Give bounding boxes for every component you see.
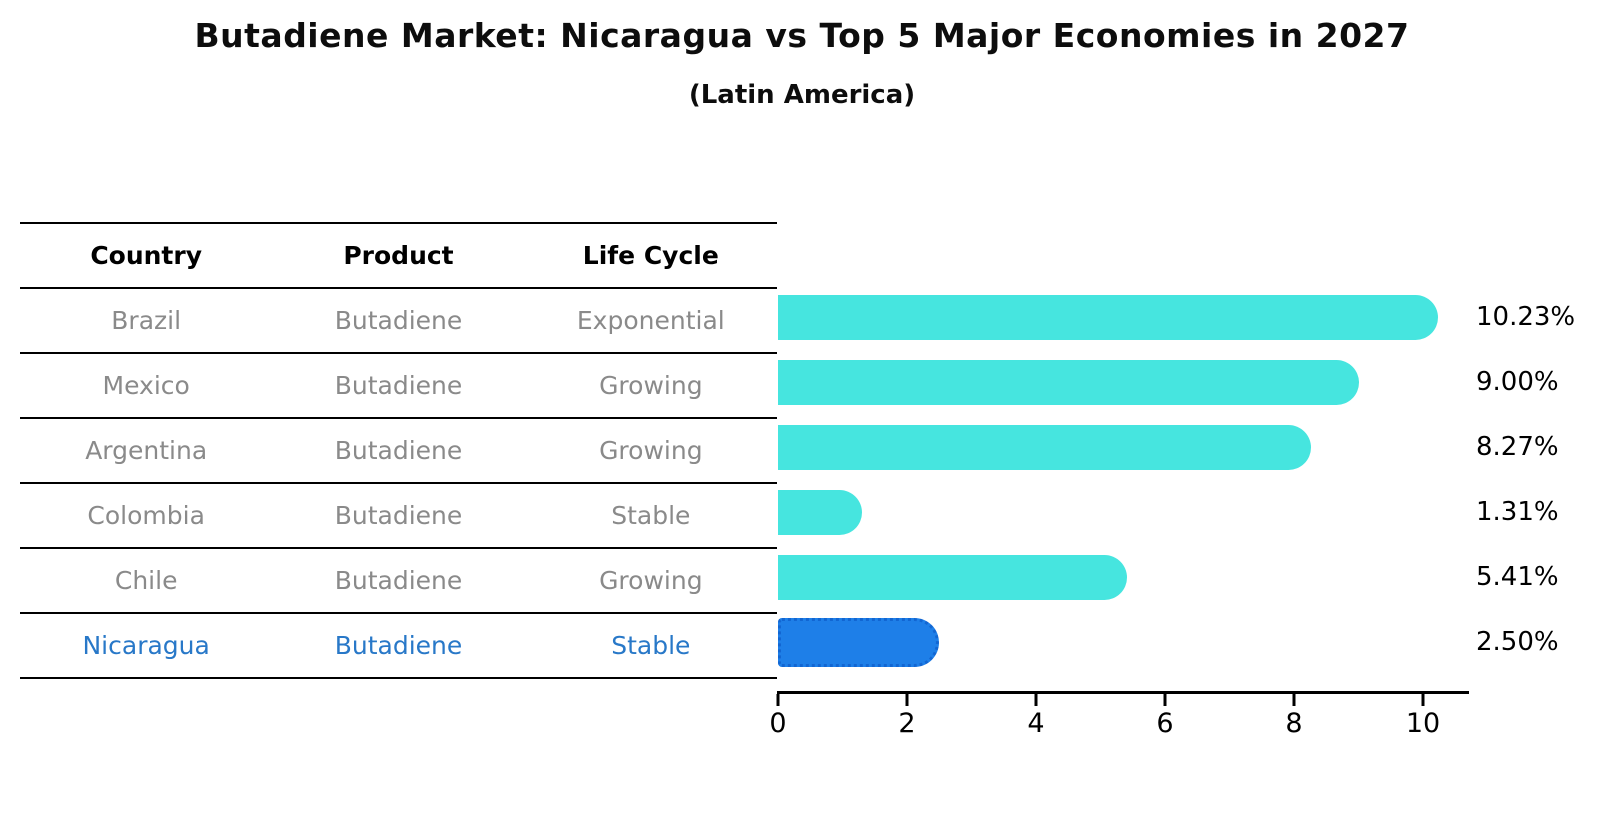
bar-value-label-chile: 5.41% (1476, 562, 1559, 592)
bar-nicaragua (778, 618, 940, 667)
cell-country: Colombia (87, 501, 205, 530)
x-axis: 0 2 4 6 8 10 (769, 691, 1478, 751)
bar-row-nicaragua (778, 610, 1478, 675)
x-axis-tick-label: 2 (898, 708, 916, 739)
bar-value-label-nicaragua: 2.50% (1476, 627, 1559, 657)
table-header-row: Country Product Life Cycle (20, 224, 777, 289)
table-row-chile: Chile Butadiene Growing (20, 549, 777, 614)
table-row-argentina: Argentina Butadiene Growing (20, 419, 777, 484)
x-axis-tick-label: 0 (769, 708, 787, 739)
table-row-colombia: Colombia Butadiene Stable (20, 484, 777, 549)
x-axis-tick-label: 6 (1156, 708, 1174, 739)
cell-life-cycle: Growing (599, 566, 703, 595)
bar-plot-area (778, 285, 1478, 675)
cell-product: Butadiene (334, 306, 463, 335)
cell-country: Brazil (111, 306, 182, 335)
cell-country: Nicaragua (82, 631, 210, 660)
cell-life-cycle: Stable (611, 501, 691, 530)
cell-product: Butadiene (334, 436, 463, 465)
bar-colombia (778, 490, 863, 535)
cell-country: Mexico (102, 371, 190, 400)
bar-row-argentina (778, 415, 1478, 480)
column-header-life-cycle: Life Cycle (582, 241, 719, 270)
column-header-country: Country (90, 241, 203, 270)
cell-product: Butadiene (334, 501, 463, 530)
cell-life-cycle: Stable (611, 631, 691, 660)
cell-product: Butadiene (334, 566, 463, 595)
chart-title: Butadiene Market: Nicaragua vs Top 5 Maj… (194, 16, 1410, 55)
x-axis-tick (1163, 694, 1167, 706)
x-axis-tick (905, 694, 909, 706)
bar-argentina (778, 425, 1312, 470)
x-axis-tick (1421, 694, 1425, 706)
chart-subtitle: (Latin America) (688, 80, 916, 110)
cell-life-cycle: Growing (599, 371, 703, 400)
cell-country: Chile (114, 566, 178, 595)
x-axis-tick (1292, 694, 1296, 706)
country-table: Country Product Life Cycle Brazil Butadie… (20, 222, 777, 679)
x-axis-tick-label: 10 (1405, 708, 1441, 739)
bar-value-label-argentina: 8.27% (1476, 432, 1559, 462)
table-body: Brazil Butadiene Exponential Mexico Butadien… (20, 289, 777, 679)
bar-brazil (778, 295, 1438, 340)
x-axis-line (777, 691, 1469, 694)
table-row-brazil: Brazil Butadiene Exponential (20, 289, 777, 354)
bar-value-labels: 10.23% 9.00% 8.27% 1.31% 5.41% 2.50% (1476, 285, 1602, 675)
x-axis-tick-label: 8 (1285, 708, 1303, 739)
bar-value-label-colombia: 1.31% (1476, 497, 1559, 527)
table-row-nicaragua: Nicaragua Butadiene Stable (20, 614, 777, 679)
table-row-mexico: Mexico Butadiene Growing (20, 354, 777, 419)
bar-chile (778, 555, 1127, 600)
bar-mexico (778, 360, 1359, 405)
bar-value-label-brazil: 10.23% (1476, 302, 1576, 332)
cell-product: Butadiene (334, 371, 463, 400)
cell-life-cycle: Exponential (576, 306, 725, 335)
bar-value-label-mexico: 9.00% (1476, 367, 1559, 397)
bar-row-colombia (778, 480, 1478, 545)
cell-life-cycle: Growing (599, 436, 703, 465)
column-header-product: Product (343, 241, 454, 270)
cell-country: Argentina (85, 436, 208, 465)
x-axis-tick (1034, 694, 1038, 706)
bar-row-brazil (778, 285, 1478, 350)
x-axis-tick (776, 694, 780, 706)
bar-row-chile (778, 545, 1478, 610)
x-axis-tick-label: 4 (1027, 708, 1045, 739)
bar-row-mexico (778, 350, 1478, 415)
cell-product: Butadiene (334, 631, 463, 660)
